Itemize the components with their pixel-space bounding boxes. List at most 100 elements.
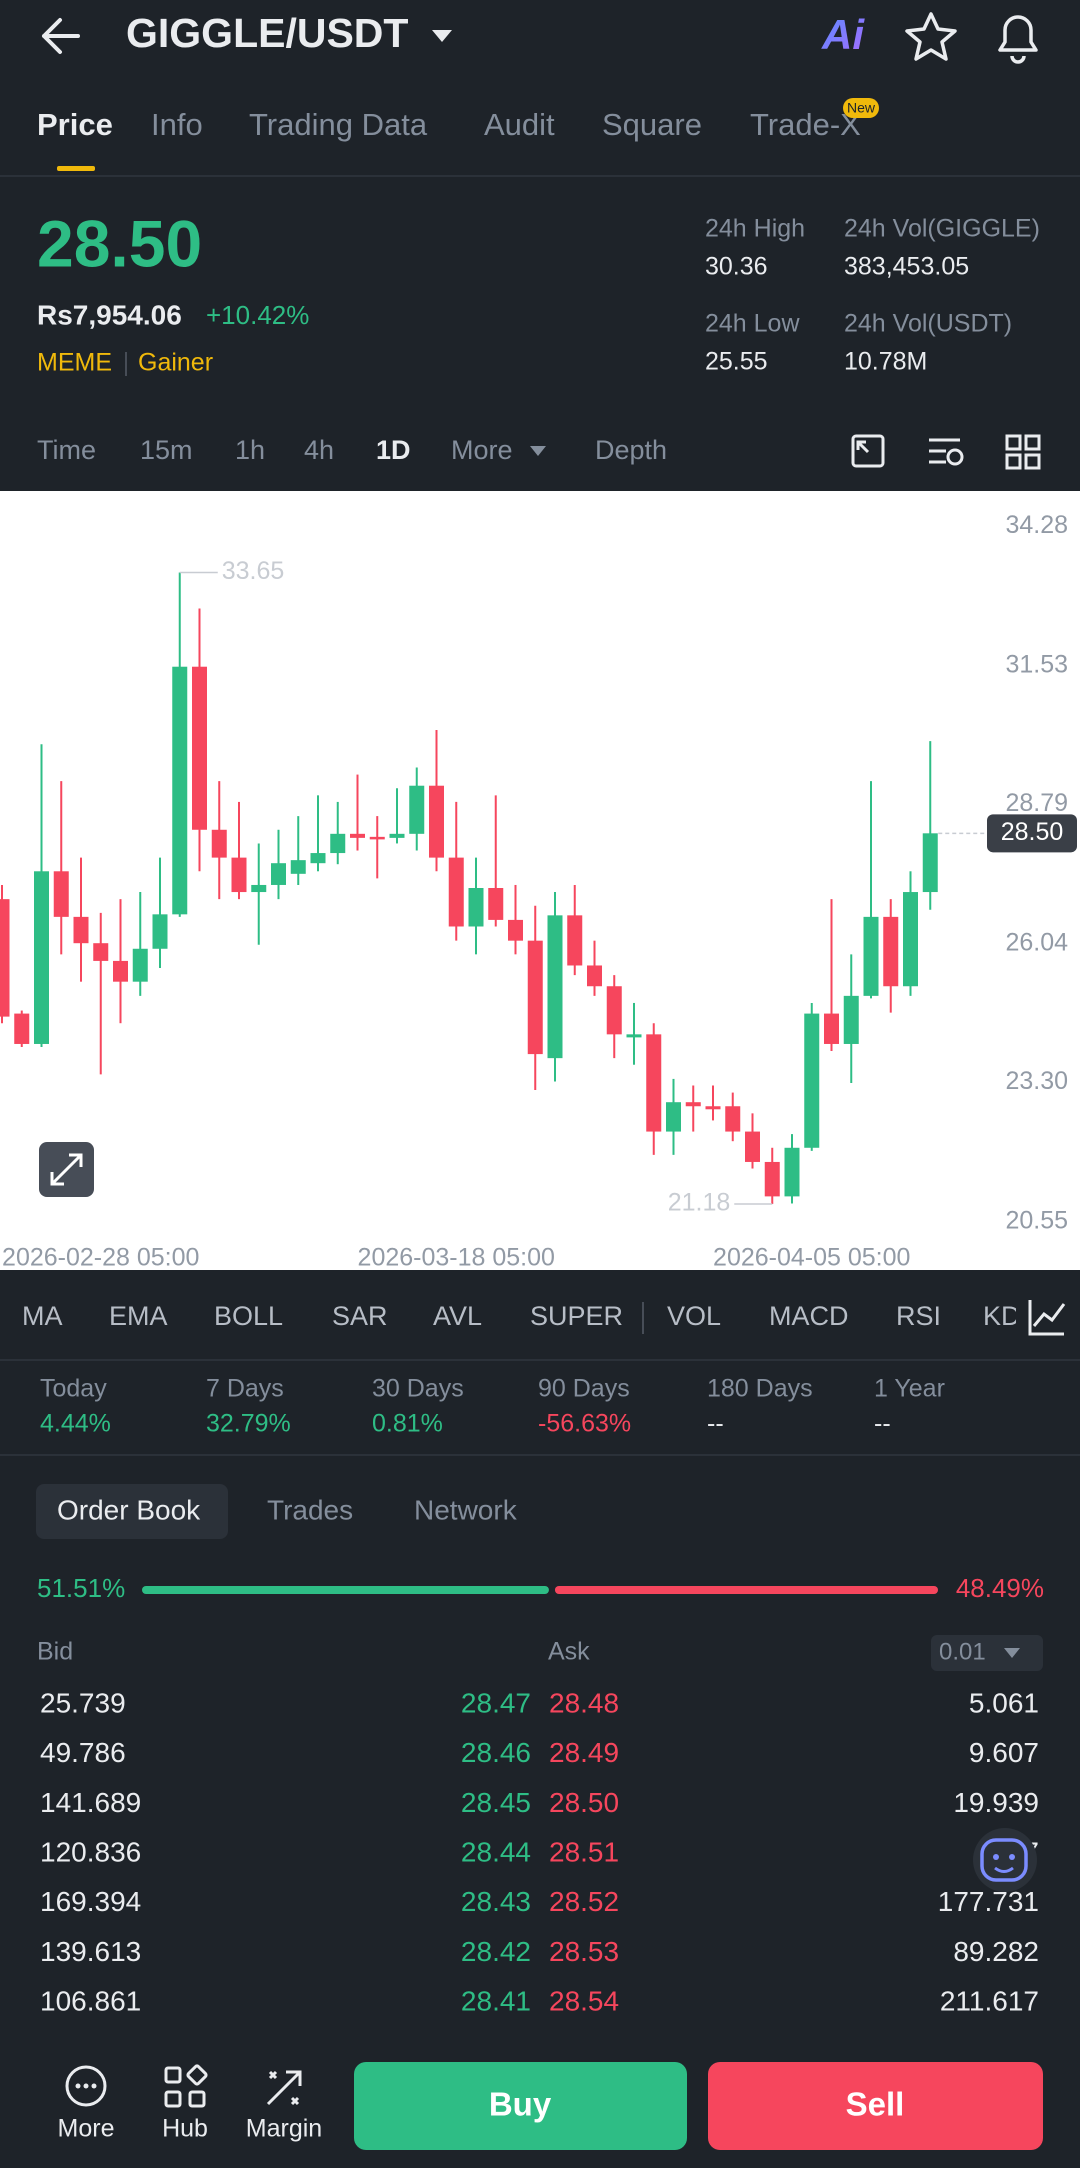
indicator-option[interactable]: VOL [667, 1301, 721, 1331]
precision-value[interactable]: 0.01 [939, 1638, 986, 1665]
bid-ratio-bar [142, 1586, 549, 1594]
indicator-option[interactable]: BOLL [214, 1301, 283, 1331]
order-tab[interactable]: Network [414, 1494, 518, 1525]
y-tick-label: 23.30 [1005, 1067, 1068, 1095]
bottom-nav-label[interactable]: More [58, 2115, 115, 2143]
notification-icon[interactable] [998, 15, 1038, 64]
bid-price: 28.43 [461, 1886, 531, 1917]
period-label: 30 Days [372, 1375, 464, 1403]
buy-label[interactable]: Buy [489, 2086, 552, 2123]
candle-body [705, 1106, 721, 1110]
period-value: 0.81% [372, 1410, 443, 1438]
period-value: -56.63% [538, 1410, 631, 1438]
nav-tab[interactable]: Price [37, 107, 113, 142]
ask-price: 28.50 [549, 1787, 619, 1818]
bottom-icons[interactable] [65, 2064, 302, 2108]
interval-option[interactable]: Time [37, 435, 96, 465]
bid-quantity: 139.613 [40, 1936, 141, 1967]
candle-body [448, 857, 464, 927]
indicator-option[interactable]: SAR [332, 1301, 388, 1331]
interval-option[interactable]: 15m [140, 435, 193, 465]
assistant-eye [1009, 1854, 1015, 1860]
pair-dropdown[interactable] [432, 30, 452, 42]
precision-selector[interactable] [931, 1635, 1043, 1671]
candle-body [0, 899, 10, 1017]
chart-panel [0, 491, 1080, 1270]
buy-button[interactable] [354, 2062, 687, 2150]
candle-body [527, 940, 543, 1055]
candle-body [745, 1131, 760, 1162]
favorite-icon[interactable] [905, 12, 957, 61]
candle-body [350, 833, 365, 838]
ai-button[interactable]: Ai [821, 11, 865, 58]
expand-button[interactable] [39, 1142, 94, 1197]
candle-body [14, 1013, 30, 1044]
candle-body [231, 857, 247, 893]
bid-price: 28.41 [461, 1986, 531, 2017]
back-button[interactable] [42, 18, 80, 54]
bid-quantity: 141.689 [40, 1787, 141, 1818]
bid-price: 28.46 [461, 1737, 531, 1768]
bid-quantity: 49.786 [40, 1737, 126, 1768]
stat-value: 25.55 [705, 348, 768, 376]
more-dropdown [530, 446, 546, 456]
bid-price: 28.47 [461, 1687, 531, 1718]
interval-option[interactable]: 4h [304, 435, 334, 465]
candle-body [488, 888, 504, 920]
stat-value: 383,453.05 [844, 253, 969, 281]
nav-tab[interactable]: Trading Data [249, 107, 428, 142]
ask-price: 28.53 [549, 1936, 619, 1967]
indicator-option[interactable]: EMA [109, 1301, 168, 1331]
interval-option[interactable]: Depth [595, 435, 667, 465]
candle-body [211, 829, 227, 858]
order-tab[interactable]: Trades [267, 1494, 353, 1525]
period-label: 1 Year [874, 1375, 945, 1403]
y-tick-label: 31.53 [1005, 650, 1068, 678]
candlestick-chart: 34.28 31.53 28.79 26.04 23.30 20.55 2026-02-28… [0, 511, 1077, 1270]
sell-label[interactable]: Sell [846, 2086, 905, 2123]
bottom-nav-label[interactable]: Hub [162, 2115, 208, 2143]
indicator-option[interactable]: SUPER [530, 1301, 623, 1331]
interval-option[interactable]: 1h [235, 435, 265, 465]
ask-quantity: 19.939 [953, 1787, 1039, 1818]
bid-quantity: 106.861 [40, 1986, 141, 2017]
nav-tab[interactable]: Audit [484, 107, 555, 142]
candle-body [113, 960, 128, 982]
candle-body [132, 948, 148, 982]
ask-ratio: 48.49% [956, 1573, 1044, 1603]
ask-price: 28.51 [549, 1836, 619, 1867]
max-annotation: 33.65 [222, 557, 285, 585]
period-label: Today [40, 1375, 107, 1403]
bottom-nav-label[interactable]: Margin [246, 2115, 322, 2143]
precision-dropdown[interactable] [1004, 1648, 1020, 1658]
nav-tab[interactable]: Info [151, 107, 203, 142]
pair-title[interactable]: GIGGLE/USDT [126, 10, 408, 56]
stat-label: 24h Vol(USDT) [844, 310, 1012, 338]
chart-tool-icons[interactable] [851, 434, 1041, 470]
order-tab[interactable]: Order Book [57, 1494, 201, 1525]
indicator-option[interactable]: MA [22, 1301, 63, 1331]
candle-body [824, 1013, 839, 1044]
bid-ratio: 51.51% [37, 1573, 125, 1603]
indicator-option[interactable]: AVL [433, 1301, 482, 1331]
bid-price: 28.44 [461, 1836, 531, 1867]
nav-tab[interactable]: Trade-X [750, 107, 861, 142]
indicator-settings[interactable] [1028, 1300, 1066, 1336]
candle-body [567, 915, 583, 966]
indicator-option[interactable]: RSI [896, 1301, 941, 1331]
nav-tab[interactable]: Square [602, 107, 702, 142]
indicator-option[interactable]: MACD [769, 1301, 849, 1331]
candle-body [73, 916, 89, 944]
candle-body [429, 785, 444, 858]
candle-body [606, 986, 622, 1035]
candle-body [409, 785, 425, 834]
interval-option[interactable]: More [451, 435, 513, 465]
active-tab-pill [36, 1484, 228, 1539]
sell-button[interactable] [708, 2062, 1043, 2150]
candle-body [626, 1034, 642, 1038]
candle-body [666, 1102, 681, 1132]
price-change: +10.42% [206, 300, 309, 330]
interval-option[interactable]: 1D [376, 435, 411, 465]
candle-body [784, 1147, 800, 1197]
